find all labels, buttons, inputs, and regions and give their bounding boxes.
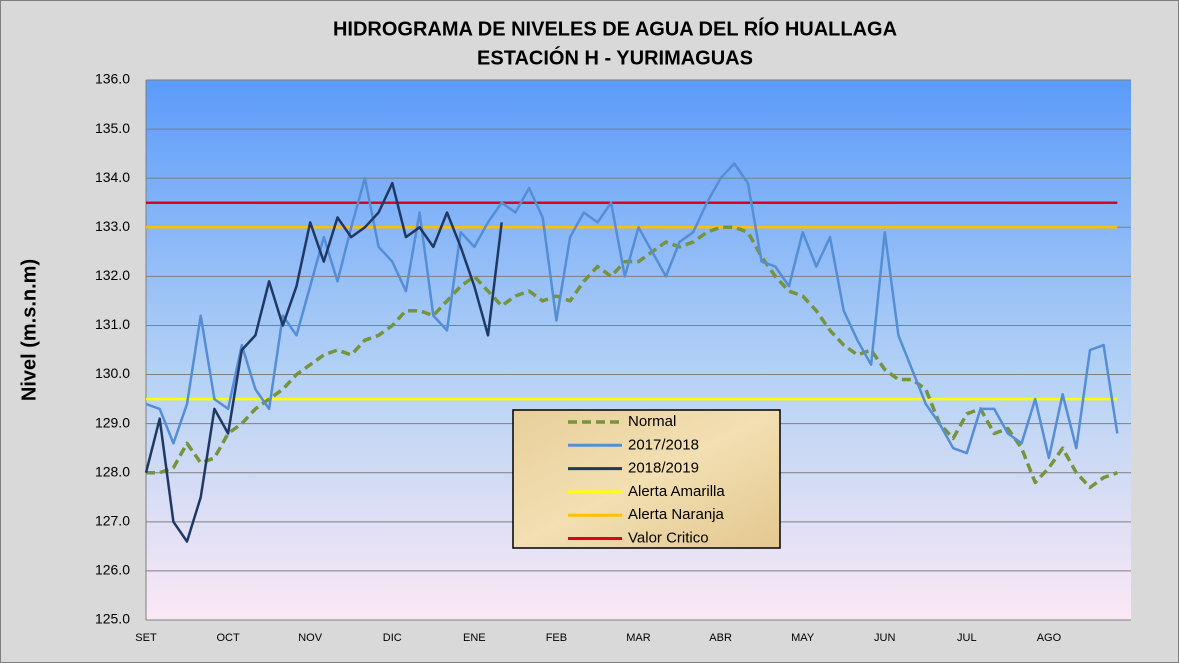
- chart-title: HIDROGRAMA DE NIVELES DE AGUA DEL RÍO HU…: [333, 17, 897, 40]
- y-tick-label: 130.0: [95, 365, 130, 381]
- x-tick-label: OCT: [216, 632, 240, 644]
- legend-label: Alerta Amarilla: [628, 483, 725, 500]
- x-tick-label: FEB: [546, 632, 567, 644]
- legend-box: [512, 409, 781, 549]
- x-tick-label: MAR: [626, 632, 651, 644]
- x-tick-label: ENE: [463, 632, 486, 644]
- series-line: [146, 225, 1118, 490]
- legend: Normal 2017/2018 2018/2019 Alerta Amarilla A…: [512, 409, 781, 549]
- x-tick-label: DIC: [383, 632, 402, 644]
- y-tick-label: 125.0: [95, 611, 130, 627]
- legend-label: Normal: [628, 413, 676, 430]
- legend-label: 2018/2019: [628, 460, 699, 477]
- series-line: [144, 181, 503, 543]
- y-tick-label: 134.0: [95, 169, 130, 185]
- legend-label: 2017/2018: [628, 436, 699, 453]
- chart-subtitle: ESTACIÓN H - YURIMAGUAS: [477, 45, 753, 69]
- y-tick-label: 128.0: [95, 463, 130, 479]
- y-tick-label: 133.0: [95, 218, 130, 234]
- y-tick-label: 136.0: [95, 71, 130, 87]
- x-tick-label: JUL: [957, 632, 977, 644]
- legend-label: Valor Critico: [628, 529, 709, 546]
- x-tick-label: ABR: [709, 632, 732, 644]
- series-line: [145, 162, 1119, 460]
- x-tick-label: SET: [135, 632, 157, 644]
- x-tick-label: AGO: [1037, 632, 1062, 644]
- y-axis-label: Nivel (m.s.n.m): [18, 259, 40, 401]
- x-tick-label: JUN: [874, 632, 895, 644]
- y-tick-label: 127.0: [95, 513, 130, 529]
- y-tick-label: 132.0: [95, 267, 130, 283]
- y-tick-label: 126.0: [95, 562, 130, 578]
- legend-label: Alerta Naranja: [628, 506, 725, 523]
- y-tick-label: 135.0: [95, 120, 130, 136]
- x-tick-label: MAY: [791, 632, 815, 644]
- x-tick-label: NOV: [298, 632, 323, 644]
- lines: [144, 162, 1119, 543]
- y-tick-label: 131.0: [95, 316, 130, 332]
- y-tick-label: 129.0: [95, 414, 130, 430]
